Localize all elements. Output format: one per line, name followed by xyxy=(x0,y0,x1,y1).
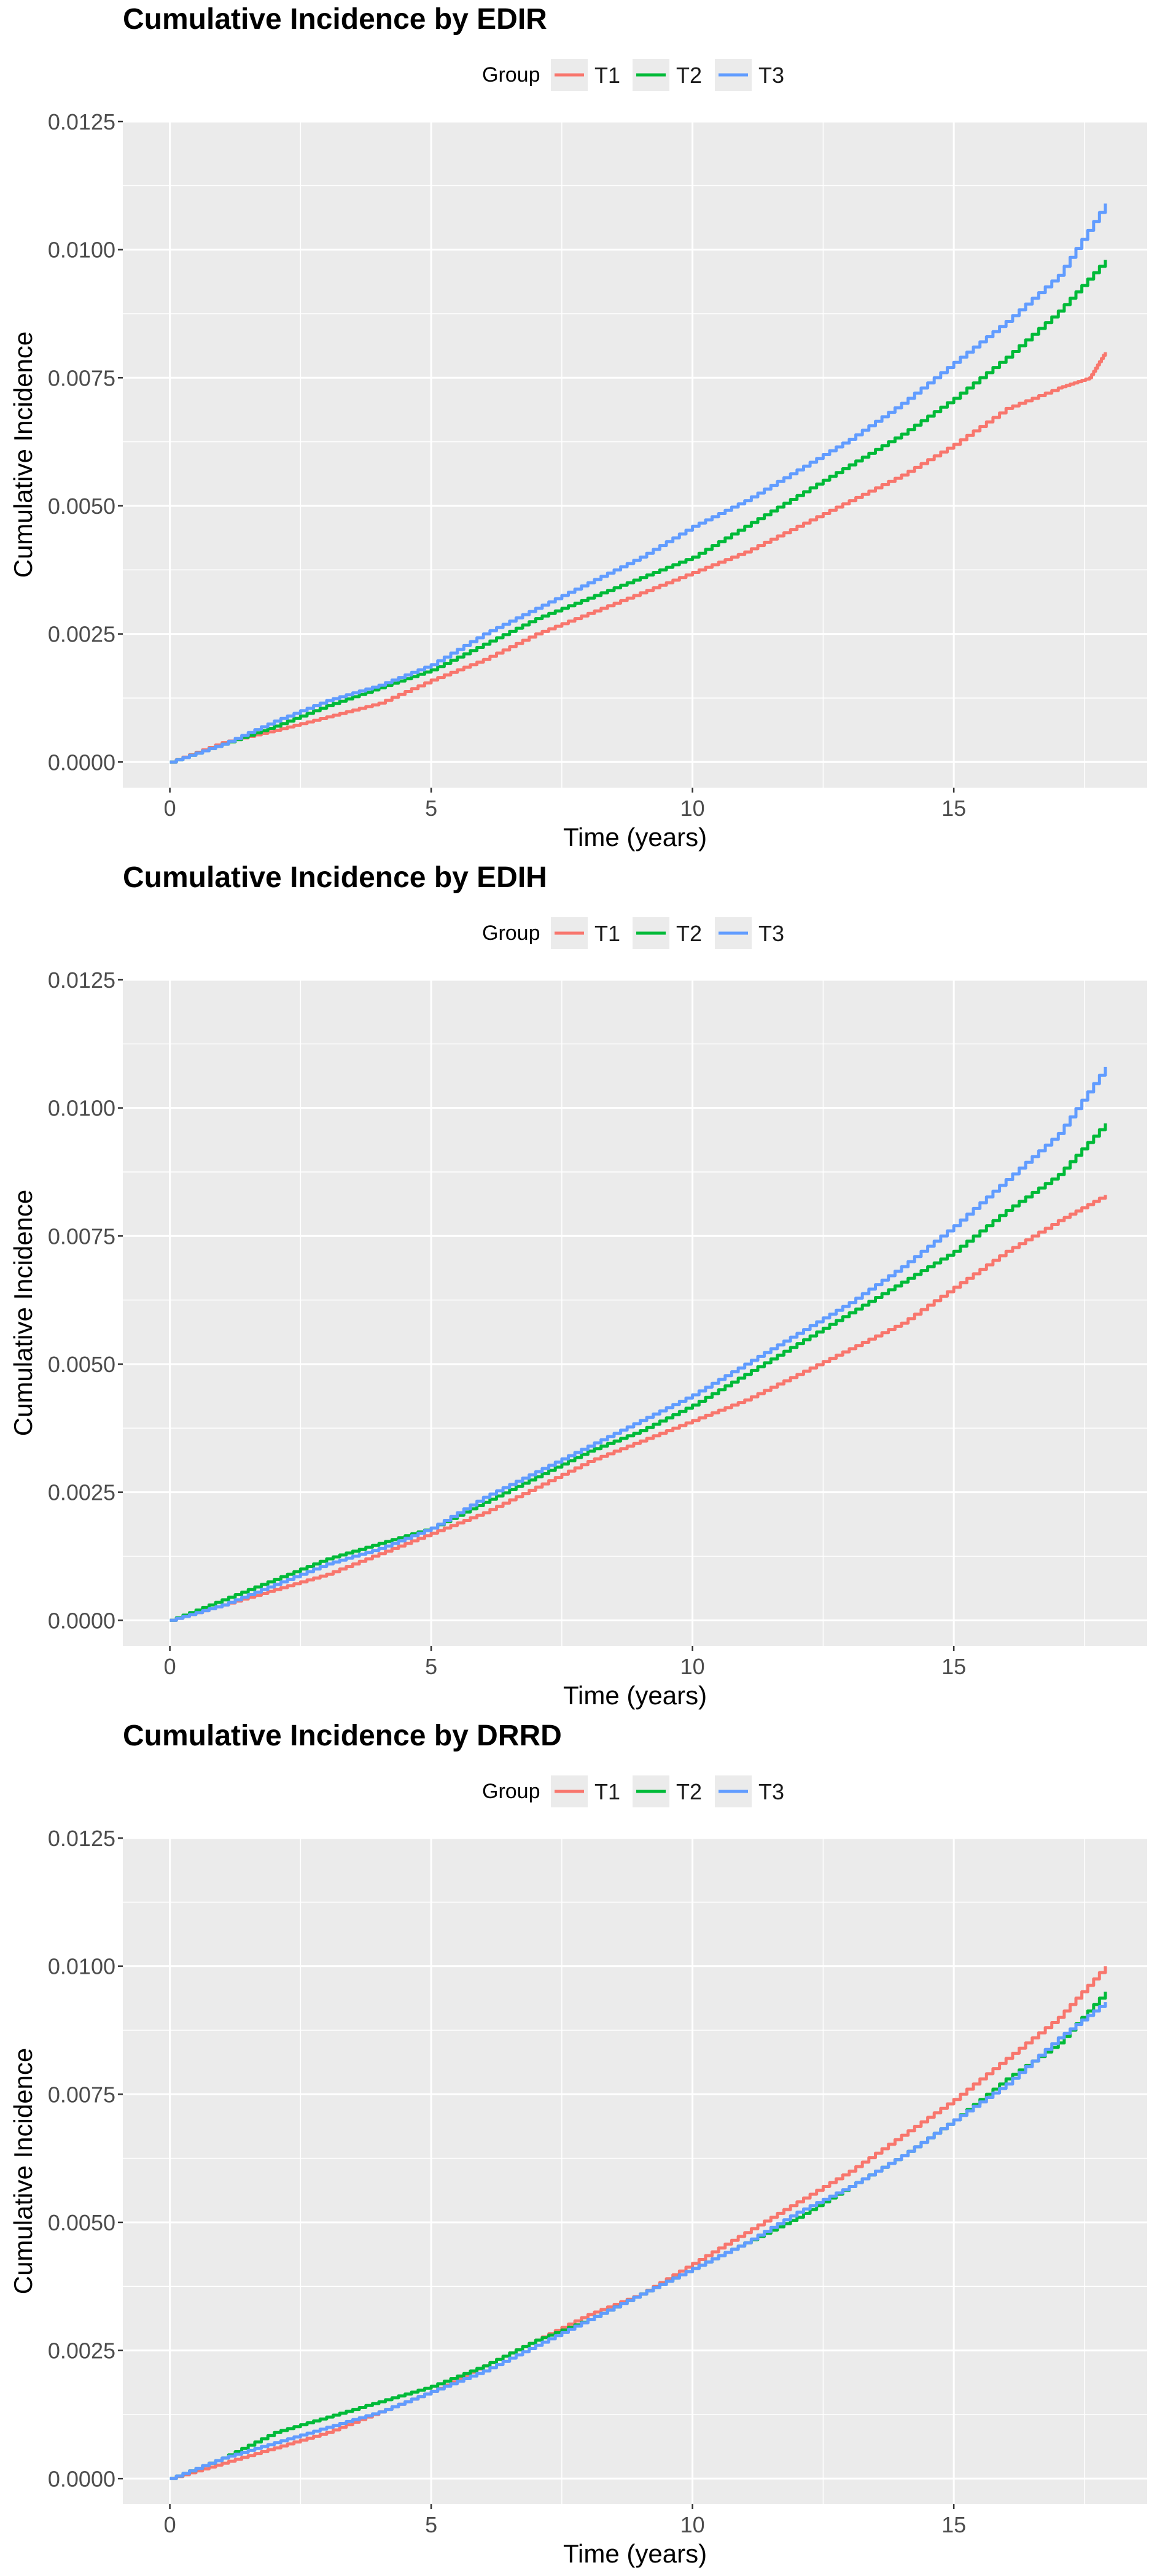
y-tick-label: 0.0000 xyxy=(48,1608,115,1633)
series-line-t3 xyxy=(169,1066,1107,1622)
legend-title: Group xyxy=(482,1780,540,1803)
y-tick-label: 0.0050 xyxy=(48,2210,115,2235)
legend-title: Group xyxy=(482,921,540,945)
chart-title: Cumulative Incidence by EDIR xyxy=(123,3,547,36)
y-tick-label: 0.0050 xyxy=(48,494,115,519)
plot-panel xyxy=(123,1838,1147,2504)
series-line-t3 xyxy=(169,203,1107,764)
y-tick-label: 0.0125 xyxy=(48,1826,115,1851)
plot-panel xyxy=(123,122,1147,788)
x-axis-title: Time (years) xyxy=(563,1681,707,1710)
y-tick-label: 0.0000 xyxy=(48,2466,115,2491)
y-tick-label: 0.0025 xyxy=(48,2338,115,2364)
series-line-t2 xyxy=(169,260,1107,764)
x-tick-label: 15 xyxy=(941,2512,966,2537)
x-tick-label: 5 xyxy=(425,1654,437,1679)
x-tick-label: 0 xyxy=(164,2512,176,2537)
y-tick-label: 0.0100 xyxy=(48,1096,115,1121)
y-tick-label: 0.0100 xyxy=(48,238,115,263)
legend-label: T1 xyxy=(594,921,620,946)
legend-label: T3 xyxy=(758,1779,784,1804)
x-axis-title: Time (years) xyxy=(563,823,707,852)
legend-label: T3 xyxy=(758,921,784,946)
legend: Group T1 T2 T3 xyxy=(482,59,784,91)
y-tick-label: 0.0075 xyxy=(48,2082,115,2107)
y-tick-label: 0.0025 xyxy=(48,622,115,647)
legend-label: T1 xyxy=(594,1779,620,1804)
series-line-t1 xyxy=(169,352,1107,764)
legend-label: T3 xyxy=(758,63,784,88)
chart-title: Cumulative Incidence by DRRD xyxy=(123,1720,562,1752)
y-tick-label: 0.0050 xyxy=(48,1352,115,1377)
x-tick-label: 10 xyxy=(680,796,705,821)
legend-label: T2 xyxy=(676,1779,702,1804)
y-tick-label: 0.0125 xyxy=(48,109,115,134)
y-axis-title: Cumulative Incidence xyxy=(9,1190,37,1437)
chart-edih: Cumulative Incidence by EDIH Group T1 T2 T3… xyxy=(9,861,1147,1710)
legend: Group T1 T2 T3 xyxy=(482,1775,784,1807)
y-axis-title: Cumulative Incidence xyxy=(9,332,37,578)
x-tick-label: 0 xyxy=(164,1654,176,1679)
x-tick-label: 10 xyxy=(680,1654,705,1679)
plot-panel xyxy=(123,980,1147,1646)
x-tick-label: 0 xyxy=(164,796,176,821)
legend-label: T2 xyxy=(676,921,702,946)
legend-label: T1 xyxy=(594,63,620,88)
series-line-t3 xyxy=(169,2002,1107,2480)
y-tick-label: 0.0025 xyxy=(48,1480,115,1505)
legend: Group T1 T2 T3 xyxy=(482,917,784,949)
y-tick-label: 0.0075 xyxy=(48,1224,115,1249)
legend-title: Group xyxy=(482,63,540,87)
y-axis-title: Cumulative Incidence xyxy=(9,2048,37,2295)
x-tick-label: 5 xyxy=(425,2512,437,2537)
y-tick-label: 0.0125 xyxy=(48,968,115,993)
x-tick-label: 10 xyxy=(680,2512,705,2537)
series-line-t1 xyxy=(169,1195,1107,1622)
x-tick-label: 15 xyxy=(941,1654,966,1679)
x-axis-title: Time (years) xyxy=(563,2539,707,2568)
legend-label: T2 xyxy=(676,63,702,88)
x-tick-label: 5 xyxy=(425,796,437,821)
x-tick-label: 15 xyxy=(941,796,966,821)
chart-title: Cumulative Incidence by EDIH xyxy=(123,861,547,894)
y-tick-label: 0.0100 xyxy=(48,1954,115,1979)
y-tick-label: 0.0000 xyxy=(48,750,115,775)
chart-edir: Cumulative Incidence by EDIR Group T1 T2 T3… xyxy=(9,3,1147,852)
y-tick-label: 0.0075 xyxy=(48,365,115,390)
series-line-t2 xyxy=(169,1123,1107,1622)
chart-drrd: Cumulative Incidence by DRRD Group T1 T2 T3… xyxy=(9,1720,1147,2568)
